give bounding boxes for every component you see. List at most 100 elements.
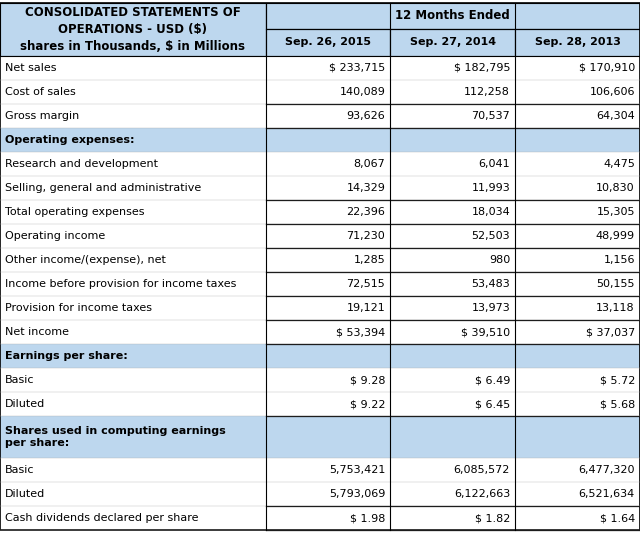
- Bar: [0, 482, 266, 506]
- Bar: [0, 103, 266, 128]
- Bar: [266, 368, 390, 392]
- Text: CONSOLIDATED STATEMENTS OF
OPERATIONS - USD ($)
shares in Thousands, $ in Millio: CONSOLIDATED STATEMENTS OF OPERATIONS - …: [20, 6, 245, 53]
- Bar: [266, 320, 390, 344]
- Text: 8,067: 8,067: [353, 159, 385, 169]
- Text: $ 1.64: $ 1.64: [600, 513, 635, 523]
- Bar: [266, 55, 390, 79]
- Text: 980: 980: [489, 255, 510, 265]
- Text: 5,753,421: 5,753,421: [329, 465, 385, 475]
- Bar: [515, 416, 640, 458]
- Text: 15,305: 15,305: [596, 207, 635, 217]
- Bar: [266, 482, 390, 506]
- Bar: [266, 79, 390, 103]
- Text: 72,515: 72,515: [346, 279, 385, 289]
- Bar: [390, 344, 515, 368]
- Bar: [390, 482, 515, 506]
- Text: $ 6.45: $ 6.45: [475, 399, 510, 409]
- Text: 1,285: 1,285: [353, 255, 385, 265]
- Bar: [515, 320, 640, 344]
- Bar: [515, 506, 640, 530]
- Text: 70,537: 70,537: [471, 111, 510, 120]
- Text: Sep. 27, 2014: Sep. 27, 2014: [410, 37, 496, 47]
- Text: Earnings per share:: Earnings per share:: [5, 351, 128, 361]
- Text: Net sales: Net sales: [5, 62, 56, 72]
- Bar: [515, 482, 640, 506]
- Text: 6,521,634: 6,521,634: [579, 489, 635, 499]
- Bar: [266, 506, 390, 530]
- Bar: [515, 176, 640, 200]
- Text: 12 Months Ended: 12 Months Ended: [396, 10, 510, 22]
- Bar: [266, 103, 390, 128]
- Text: $ 1.82: $ 1.82: [475, 513, 510, 523]
- Bar: [266, 128, 390, 152]
- Text: 19,121: 19,121: [346, 303, 385, 313]
- Bar: [0, 368, 266, 392]
- Bar: [515, 79, 640, 103]
- Text: Other income/(expense), net: Other income/(expense), net: [5, 255, 166, 265]
- Text: $ 233,715: $ 233,715: [329, 62, 385, 72]
- Text: Sep. 28, 2013: Sep. 28, 2013: [534, 37, 621, 47]
- Text: 6,085,572: 6,085,572: [454, 465, 510, 475]
- Bar: [390, 368, 515, 392]
- Text: $ 39,510: $ 39,510: [461, 327, 510, 337]
- Text: 93,626: 93,626: [346, 111, 385, 120]
- Bar: [0, 248, 266, 272]
- Text: 6,122,663: 6,122,663: [454, 489, 510, 499]
- Bar: [390, 128, 515, 152]
- Bar: [515, 296, 640, 320]
- Text: 52,503: 52,503: [472, 231, 510, 241]
- Bar: [515, 200, 640, 224]
- Bar: [390, 506, 515, 530]
- Text: $ 5.72: $ 5.72: [600, 375, 635, 385]
- Bar: [515, 224, 640, 248]
- Bar: [390, 392, 515, 416]
- Bar: [266, 224, 390, 248]
- Text: Income before provision for income taxes: Income before provision for income taxes: [5, 279, 237, 289]
- Bar: [390, 272, 515, 296]
- Text: Provision for income taxes: Provision for income taxes: [5, 303, 152, 313]
- Bar: [0, 55, 266, 79]
- Bar: [515, 29, 640, 55]
- Bar: [390, 176, 515, 200]
- Text: 22,396: 22,396: [346, 207, 385, 217]
- Text: Operating income: Operating income: [5, 231, 106, 241]
- Text: 140,089: 140,089: [339, 86, 385, 96]
- Bar: [0, 79, 266, 103]
- Bar: [390, 55, 515, 79]
- Bar: [266, 458, 390, 482]
- Text: $ 182,795: $ 182,795: [454, 62, 510, 72]
- Bar: [0, 296, 266, 320]
- Text: 14,329: 14,329: [346, 183, 385, 193]
- Text: $ 53,394: $ 53,394: [336, 327, 385, 337]
- Bar: [515, 458, 640, 482]
- Text: Cash dividends declared per share: Cash dividends declared per share: [5, 513, 198, 523]
- Bar: [390, 200, 515, 224]
- Bar: [266, 416, 390, 458]
- Text: Shares used in computing earnings
per share:: Shares used in computing earnings per sh…: [5, 426, 226, 448]
- Text: Sep. 26, 2015: Sep. 26, 2015: [285, 37, 371, 47]
- Bar: [266, 152, 390, 176]
- Bar: [0, 128, 266, 152]
- Bar: [515, 392, 640, 416]
- Bar: [0, 200, 266, 224]
- Bar: [0, 392, 266, 416]
- Text: $ 5.68: $ 5.68: [600, 399, 635, 409]
- Bar: [515, 128, 640, 152]
- Bar: [515, 248, 640, 272]
- Text: 64,304: 64,304: [596, 111, 635, 120]
- Text: Basic: Basic: [5, 465, 35, 475]
- Bar: [515, 55, 640, 79]
- Text: 112,258: 112,258: [464, 86, 510, 96]
- Bar: [0, 506, 266, 530]
- Bar: [390, 152, 515, 176]
- Text: 6,041: 6,041: [479, 159, 510, 169]
- Bar: [0, 3, 266, 55]
- Bar: [390, 296, 515, 320]
- Text: 50,155: 50,155: [596, 279, 635, 289]
- Text: Diluted: Diluted: [5, 399, 45, 409]
- Bar: [266, 3, 640, 29]
- Text: $ 9.28: $ 9.28: [350, 375, 385, 385]
- Text: 1,156: 1,156: [604, 255, 635, 265]
- Text: Diluted: Diluted: [5, 489, 45, 499]
- Text: $ 1.98: $ 1.98: [350, 513, 385, 523]
